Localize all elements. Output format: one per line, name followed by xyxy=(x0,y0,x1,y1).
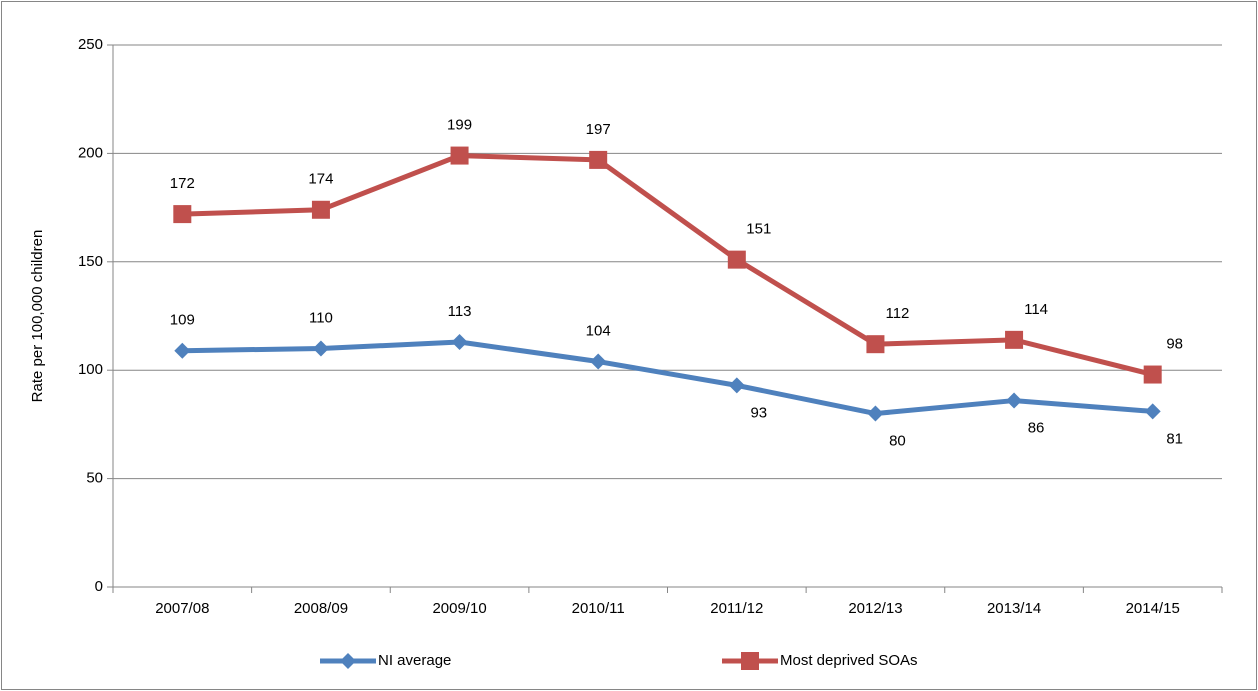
data-label: 81 xyxy=(1166,430,1183,447)
x-tick-label: 2009/10 xyxy=(432,600,486,617)
y-tick-label: 150 xyxy=(78,253,103,270)
series-line xyxy=(182,339,1153,417)
data-label: 109 xyxy=(170,312,195,329)
marker xyxy=(312,340,329,357)
marker xyxy=(727,250,746,269)
x-tick-label: 2010/11 xyxy=(572,600,625,617)
y-tick-label: 100 xyxy=(78,361,103,378)
data-label: 80 xyxy=(889,433,906,450)
marker xyxy=(590,353,607,370)
data-label: 86 xyxy=(1028,420,1045,437)
data-label: 197 xyxy=(586,121,611,138)
marker xyxy=(867,405,884,422)
marker xyxy=(728,377,745,394)
data-label: 98 xyxy=(1166,336,1183,353)
marker xyxy=(1006,392,1023,409)
data-label: 104 xyxy=(586,322,611,339)
marker xyxy=(589,150,608,169)
marker xyxy=(451,334,468,351)
x-tick-label: 2008/09 xyxy=(294,600,348,617)
series-line xyxy=(182,153,1154,377)
data-label: 114 xyxy=(1024,301,1048,318)
marker xyxy=(741,652,759,670)
x-tick-label: 2014/15 xyxy=(1126,600,1180,617)
data-label: 151 xyxy=(746,221,771,238)
marker xyxy=(1005,330,1024,349)
data-label: 112 xyxy=(885,305,909,322)
marker xyxy=(173,205,192,224)
data-label: 93 xyxy=(750,404,767,421)
marker xyxy=(174,342,191,359)
x-tick-label: 2012/13 xyxy=(848,600,902,617)
y-tick-label: 250 xyxy=(78,36,103,53)
marker xyxy=(1144,403,1161,420)
x-tick-label: 2007/08 xyxy=(155,600,209,617)
legend-label: NI average xyxy=(378,652,451,669)
data-label: 113 xyxy=(448,303,472,320)
legend-label: Most deprived SOAs xyxy=(780,652,918,669)
y-tick-label: 0 xyxy=(95,578,103,595)
y-axis-title: Rate per 100,000 children xyxy=(29,230,46,403)
marker xyxy=(311,200,330,219)
x-tick-label: 2011/12 xyxy=(710,600,763,617)
y-tick-label: 200 xyxy=(78,144,103,161)
marker xyxy=(1143,365,1162,384)
data-label: 172 xyxy=(170,175,195,192)
marker xyxy=(340,653,356,669)
x-tick-label: 2013/14 xyxy=(987,600,1041,617)
marker xyxy=(450,146,469,165)
data-label: 199 xyxy=(447,117,472,134)
y-tick-label: 50 xyxy=(86,470,103,487)
marker xyxy=(866,335,885,354)
data-label: 174 xyxy=(308,171,333,188)
data-label: 110 xyxy=(309,309,333,326)
